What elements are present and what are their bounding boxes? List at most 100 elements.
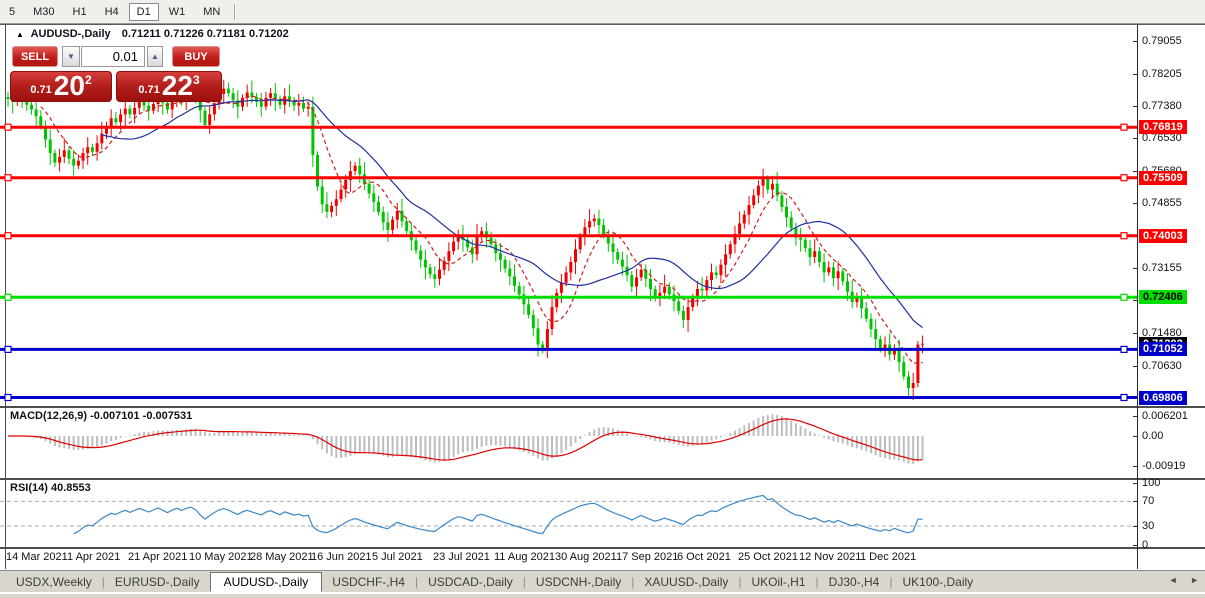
date-label: 23 Jul 2021: [433, 551, 490, 563]
date-label: 21 Apr 2021: [128, 551, 188, 563]
rsi-tick: 100: [1142, 477, 1161, 489]
date-label: 30 Aug 2021: [555, 551, 617, 563]
volume-increase-button[interactable]: ▲: [147, 46, 163, 67]
price-line-label: 0.72406: [1139, 290, 1187, 305]
macd-indicator-label: MACD(12,26,9) -0.007101 -0.007531: [10, 410, 193, 422]
axis-tick-mark: [1133, 365, 1137, 367]
timeframe-w1[interactable]: W1: [168, 5, 186, 18]
rsi-indicator-label: RSI(14) 40.8553: [10, 482, 91, 494]
timeframe-toolbar: 5 M30 H1 H4 D1 W1 MN: [0, 0, 1205, 24]
timeframe-d1[interactable]: D1: [128, 2, 159, 21]
price-tick: 0.77380: [1142, 99, 1182, 112]
timeframe-h1[interactable]: H1: [72, 5, 87, 18]
axis-tick-mark: [1133, 436, 1137, 437]
price-line-label: 0.76819: [1139, 120, 1187, 135]
macd-tick: 0.006201: [1142, 409, 1188, 422]
date-label: 11 Aug 2021: [494, 551, 555, 563]
timeframe-h4[interactable]: H4: [104, 5, 119, 18]
date-label: 1 Apr 2021: [67, 551, 121, 563]
buy-price-prefix: 0.71: [138, 84, 160, 96]
tab-audusd-daily[interactable]: AUDUSD-,Daily: [209, 571, 323, 592]
rsi-tick: 0: [1142, 538, 1149, 551]
chart-symbol-label: AUDUSD-,Daily: [30, 28, 111, 40]
axis-tick-mark: [1133, 138, 1137, 140]
volume-input[interactable]: [81, 46, 145, 67]
sell-price-big: 20: [53, 70, 85, 101]
axis-tick-mark: [1133, 300, 1137, 302]
tab-dj30-h4[interactable]: DJ30-,H4: [828, 574, 880, 589]
tab-separator: |: [631, 574, 635, 589]
date-label: 28 May 2021: [250, 551, 314, 563]
candlestick-chart[interactable]: [0, 24, 1137, 406]
price-line-label: 0.71052: [1139, 342, 1187, 357]
price-tick: 0.78205: [1142, 67, 1182, 80]
tab-ukoil-h1[interactable]: UKOil-,H1: [751, 574, 806, 589]
axis-tick-mark: [1133, 332, 1137, 334]
tab-separator: |: [522, 574, 526, 589]
buy-price-big: 22: [161, 70, 193, 101]
rsi-chart[interactable]: [0, 480, 1137, 548]
timeframe-mn[interactable]: MN: [203, 5, 221, 18]
price-line-label: 0.75509: [1139, 170, 1187, 185]
axis-tick-mark: [1133, 73, 1137, 75]
pane-separator[interactable]: [0, 406, 1205, 408]
chart-title: ▲ AUDUSD-,Daily 0.71211 0.71226 0.71181 …: [16, 28, 289, 40]
tab-separator: |: [889, 574, 893, 589]
date-label: 16 Jun 2021: [311, 551, 372, 563]
axis-tick-mark: [1133, 268, 1137, 270]
price-tick: 0.71480: [1142, 326, 1182, 339]
axis-tick-mark: [1133, 41, 1137, 42]
axis-tick-mark: [1133, 171, 1137, 173]
pane-separator[interactable]: [0, 478, 1205, 480]
price-tick: 0.74855: [1142, 196, 1182, 209]
tab-usdchf-h4[interactable]: USDCHF-,H4: [332, 574, 405, 589]
chevron-up-icon: ▲: [151, 52, 159, 61]
price-tick: 0.73155: [1142, 262, 1182, 275]
tab-separator: |: [414, 574, 419, 589]
tab-eurusd-daily[interactable]: EURUSD-,Daily: [114, 574, 200, 589]
price-tick: 0.79055: [1142, 35, 1182, 47]
buy-price-pipette: 3: [192, 73, 200, 87]
date-label: 5 Jul 2021: [372, 551, 423, 563]
macd-tick: -0.00919: [1142, 460, 1186, 473]
status-bar: [0, 593, 1205, 598]
chart-tab-bar: USDX,Weekly | EURUSD-,Daily AUDUSD-,Daily US…: [0, 570, 1205, 592]
date-label: 25 Oct 2021: [738, 551, 798, 563]
axis-tick-mark: [1133, 526, 1137, 527]
price-axis-border: [1137, 24, 1138, 569]
axis-tick-mark: [1133, 544, 1137, 546]
timeframe-5[interactable]: 5: [9, 5, 16, 18]
rsi-tick: 30: [1142, 520, 1155, 532]
buy-quote-button[interactable]: 0.71 22 3: [116, 71, 222, 102]
chevron-down-icon: ▼: [67, 52, 75, 61]
price-line-label: 0.69806: [1139, 390, 1187, 405]
tab-scroll-right-icon[interactable]: ►: [1190, 575, 1199, 585]
volume-decrease-button[interactable]: ▼: [62, 46, 80, 67]
price-tick: 0.70630: [1142, 359, 1182, 372]
trade-panel: SELL ▼ ▲ BUY 0.71 20 2 0.71 22 3: [10, 44, 222, 104]
title-marker-icon: ▲: [16, 30, 24, 39]
sell-button[interactable]: SELL: [12, 46, 58, 67]
macd-tick: 0.00: [1142, 430, 1164, 442]
axis-tick-mark: [1133, 105, 1137, 107]
toolbar-separator: [234, 3, 236, 20]
tab-xauusd-daily[interactable]: XAUUSD-,Daily: [644, 574, 729, 589]
buy-button[interactable]: BUY: [172, 46, 220, 67]
macd-chart[interactable]: [0, 408, 1137, 478]
sell-price-pipette: 2: [84, 73, 92, 87]
axis-tick-mark: [1133, 501, 1137, 503]
date-label: 1 Dec 2021: [860, 551, 917, 563]
tab-usdx-weekly[interactable]: USDX,Weekly: [16, 574, 92, 589]
tab-separator: |: [815, 574, 819, 589]
timeframe-m30[interactable]: M30: [33, 5, 55, 18]
tab-usdcad-daily[interactable]: USDCAD-,Daily: [428, 574, 513, 589]
tab-usdcnh-daily[interactable]: USDCNH-,Daily: [535, 574, 622, 589]
sell-quote-button[interactable]: 0.71 20 2: [10, 71, 112, 102]
tab-uk100-daily[interactable]: UK100-,Daily: [902, 574, 974, 589]
axis-tick-mark: [1133, 415, 1137, 417]
price-line-label: 0.74003: [1139, 228, 1187, 243]
axis-tick-mark: [1133, 202, 1137, 204]
date-label: 6 Oct 2021: [677, 551, 731, 563]
tab-scroll-left-icon[interactable]: ◄: [1168, 575, 1178, 585]
